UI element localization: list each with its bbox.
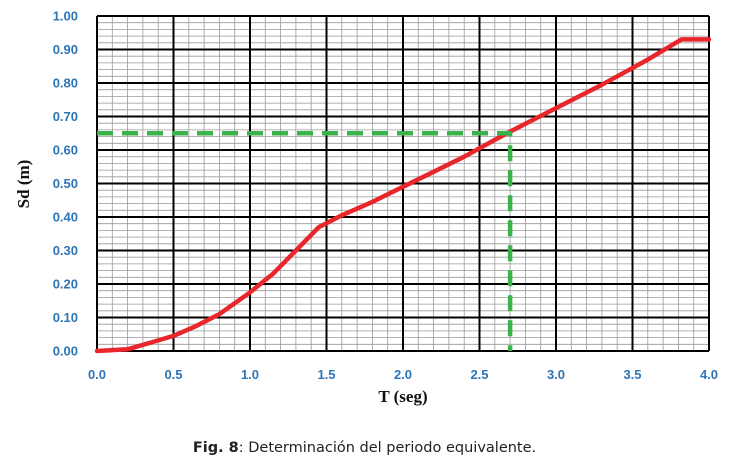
x-tick-label: 1.5 xyxy=(317,367,335,382)
figure-caption-text: : Determinación del periodo equivalente. xyxy=(238,440,537,456)
y-tick-label: 1.00 xyxy=(53,9,78,24)
y-tick-label: 0.80 xyxy=(53,76,78,91)
equivalent-period-dashed-line xyxy=(97,131,513,351)
x-tick-label: 1.0 xyxy=(241,367,259,382)
y-tick-label: 0.90 xyxy=(53,42,78,57)
y-tick-label: 0.00 xyxy=(53,344,78,359)
figure-label: Fig. 8 xyxy=(192,440,239,456)
x-tick-label: 4.0 xyxy=(700,367,718,382)
x-tick-label: 0.0 xyxy=(88,367,106,382)
capacity-curve-line xyxy=(94,37,712,354)
y-tick-label: 0.30 xyxy=(53,243,78,258)
series-layer xyxy=(94,37,712,354)
y-tick-label: 0.10 xyxy=(53,310,78,325)
y-tick-label: 0.70 xyxy=(53,109,78,124)
y-tick-label: 0.60 xyxy=(53,143,78,158)
sd-vs-t-chart: 0.00 0.10 0.20 0.30 0.40 0.50 0.60 0.70 0.80 0.90… xyxy=(14,9,718,407)
x-tick-label: 3.5 xyxy=(623,367,641,382)
major-grid xyxy=(96,15,710,352)
x-tick-label: 3.0 xyxy=(547,367,565,382)
x-axis-title: T (seg) xyxy=(378,387,427,406)
figure-caption: Fig. 8: Determinación del periodo equiva… xyxy=(0,440,729,456)
x-tick-label: 2.0 xyxy=(394,367,412,382)
y-axis-title: Sd (m) xyxy=(14,160,33,209)
y-tick-label: 0.50 xyxy=(53,176,78,191)
y-tick-label: 0.40 xyxy=(53,210,78,225)
y-tick-labels: 0.00 0.10 0.20 0.30 0.40 0.50 0.60 0.70 0.80 0.90… xyxy=(53,9,78,359)
x-tick-label: 2.5 xyxy=(470,367,488,382)
y-tick-label: 0.20 xyxy=(53,277,78,292)
x-tick-label: 0.5 xyxy=(164,367,182,382)
x-tick-labels: 0.0 0.5 1.0 1.5 2.0 2.5 3.0 3.5 4.0 xyxy=(88,367,718,382)
